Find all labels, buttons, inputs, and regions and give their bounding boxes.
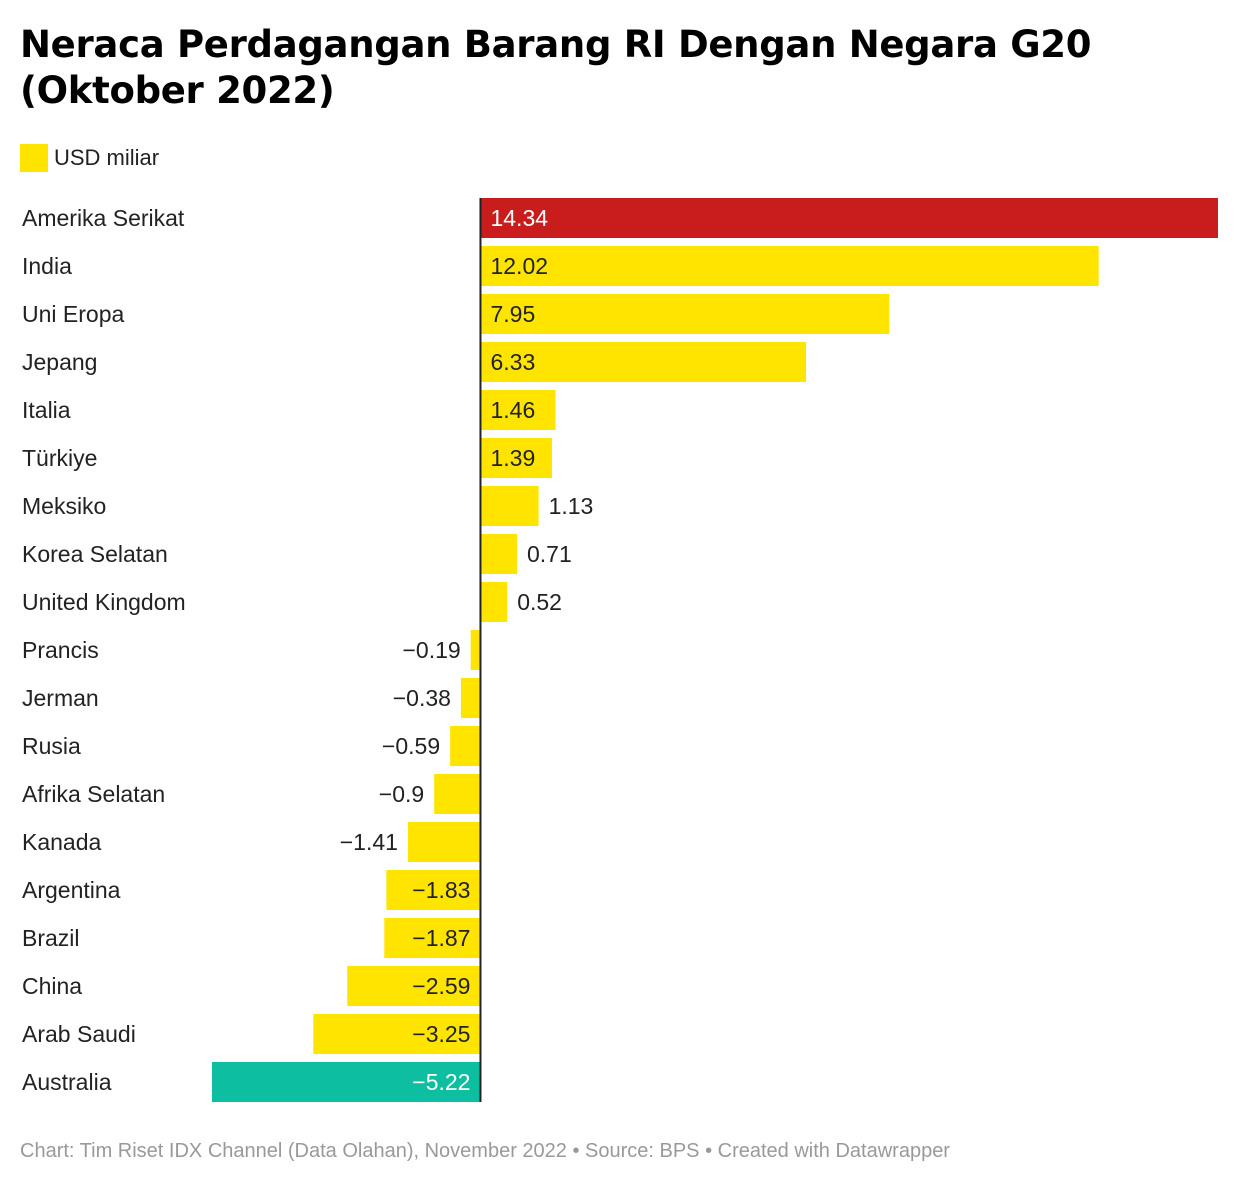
value-label: −0.9 [379, 781, 424, 807]
bar [384, 918, 481, 958]
bar-chart: Amerika Serikat 14.34 India 12.02 Uni Eropa 7… [22, 198, 1218, 1102]
value-label: 0.71 [527, 541, 572, 567]
value-label: 6.33 [490, 349, 535, 375]
category-label: Meksiko [22, 493, 106, 519]
bar [480, 486, 539, 526]
value-label: −0.59 [382, 733, 440, 759]
value-label: 1.39 [490, 445, 535, 471]
category-label: Afrika Selatan [22, 781, 165, 807]
category-label: Argentina [22, 877, 121, 903]
category-label: Korea Selatan [22, 541, 168, 567]
category-label: Brazil [22, 925, 80, 951]
value-label: −5.22 [412, 1069, 470, 1095]
value-label: 1.13 [549, 493, 594, 519]
category-label: Türkiye [22, 445, 97, 471]
bar [480, 438, 552, 478]
value-label: 1.46 [490, 397, 535, 423]
chart-footer: Chart: Tim Riset IDX Channel (Data Olaha… [20, 1140, 950, 1162]
bar [212, 1062, 481, 1102]
category-label: India [22, 253, 72, 279]
legend: USD miliar [20, 144, 159, 172]
bar [313, 1014, 481, 1054]
bar [450, 726, 481, 766]
value-label: −0.38 [393, 685, 451, 711]
bar [434, 774, 481, 814]
category-label: Italia [22, 397, 71, 423]
value-label: −1.83 [412, 877, 470, 903]
value-label: 7.95 [490, 301, 535, 327]
value-label: 12.02 [490, 253, 548, 279]
category-label: China [22, 973, 82, 999]
legend-swatch [20, 144, 48, 172]
bar [480, 342, 807, 382]
value-label: −1.41 [340, 829, 398, 855]
value-label: −2.59 [412, 973, 470, 999]
value-label: −1.87 [412, 925, 470, 951]
bar [480, 390, 556, 430]
bar [480, 294, 890, 334]
chart-title: Neraca Perdagangan Barang RI Dengan Nega… [20, 23, 1092, 112]
bar [480, 582, 508, 622]
value-label: 0.52 [517, 589, 562, 615]
category-label: Prancis [22, 637, 99, 663]
category-label: Australia [22, 1069, 112, 1095]
category-label: United Kingdom [22, 589, 186, 615]
legend-label: USD miliar [54, 145, 160, 170]
category-label: Kanada [22, 829, 102, 855]
category-label: Jepang [22, 349, 97, 375]
category-label: Rusia [22, 733, 81, 759]
value-label: −3.25 [412, 1021, 470, 1047]
category-label: Uni Eropa [22, 301, 124, 327]
bar [386, 870, 481, 910]
value-label: 14.34 [490, 205, 548, 231]
bar [407, 822, 481, 862]
bar [480, 198, 1218, 238]
bar [470, 630, 481, 670]
category-label: Amerika Serikat [22, 205, 185, 231]
category-label: Jerman [22, 685, 99, 711]
bar [347, 966, 481, 1006]
category-label: Arab Saudi [22, 1021, 136, 1047]
bar [480, 534, 517, 574]
bar [460, 678, 481, 718]
value-label: −0.19 [402, 637, 460, 663]
bar [480, 246, 1099, 286]
